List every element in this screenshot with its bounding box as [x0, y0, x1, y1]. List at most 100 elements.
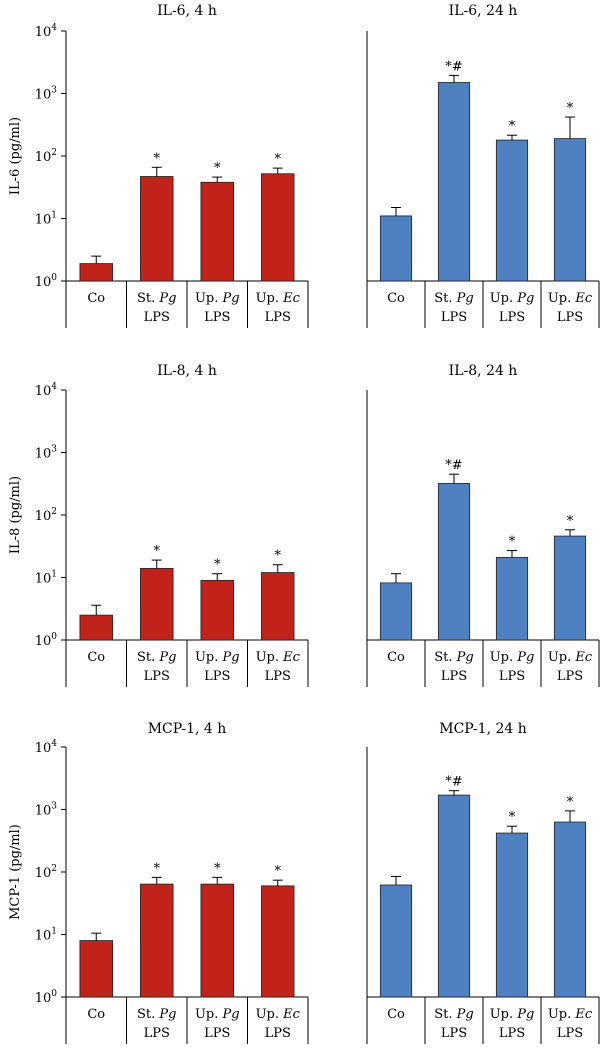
bar: [437, 483, 471, 641]
bar: [437, 82, 471, 282]
category-label: St. Pg: [434, 650, 473, 665]
bar: [495, 832, 529, 998]
y-tick-label: 104: [35, 23, 58, 40]
panel-il6-24h: IL-6, 24 h Co *# St. Pg LPS * Up. Pg LPS * Up. E…: [366, 3, 600, 328]
bar: [140, 883, 174, 998]
y-tick-label: 100: [35, 989, 58, 1006]
y-tick-label: 102: [35, 507, 57, 524]
significance-label: *: [567, 514, 574, 529]
category-label: LPS: [204, 669, 230, 684]
category-label: Up. Pg: [490, 650, 535, 665]
category-label: St. Pg: [434, 1007, 473, 1022]
category-label: LPS: [204, 310, 230, 325]
category-label: LPS: [441, 669, 467, 684]
y-axis-label: MCP-1 (pg/ml): [8, 824, 23, 920]
panel-mcp1-24h: MCP-1, 24 h Co *# St. Pg LPS * Up. Pg LPS * Up. …: [366, 721, 600, 1044]
y-tick-label: 103: [35, 445, 58, 462]
category-label: Up. Ec: [256, 1007, 301, 1022]
category-label: LPS: [441, 310, 467, 325]
category-label: Up. Pg: [195, 1007, 240, 1022]
bar: [79, 940, 113, 998]
bar: [261, 885, 295, 998]
y-tick-label: 104: [35, 382, 58, 399]
category-label: LPS: [265, 310, 291, 325]
panel-il6-4h: IL-6, 4 h IL-6 (pg/ml) 100 101 102 103 104 Co…: [8, 3, 309, 328]
category-label: Co: [387, 650, 405, 665]
bar: [200, 883, 234, 998]
bar: [140, 567, 174, 641]
significance-label: *: [509, 810, 516, 825]
category-label: LPS: [557, 669, 583, 684]
category-label: LPS: [144, 310, 170, 325]
bar: [79, 263, 113, 282]
category-label: LPS: [144, 1026, 170, 1041]
significance-label: *#: [445, 775, 462, 790]
panel-title: IL-6, 4 h: [157, 3, 217, 19]
category-label: LPS: [204, 1026, 230, 1041]
bar: [379, 215, 413, 282]
category-label: Up. Pg: [195, 291, 240, 306]
category-label: Up. Pg: [490, 291, 535, 306]
significance-label: *: [154, 544, 161, 559]
category-label: Up. Pg: [195, 650, 240, 665]
panel-il8-4h: IL-8, 4 h IL-8 (pg/ml) 100 101 102 103 104 Co…: [8, 363, 309, 687]
bar: [200, 579, 234, 641]
significance-label: *#: [445, 458, 462, 473]
y-axis-label: IL-8 (pg/ml): [8, 476, 23, 554]
y-tick-label: 100: [35, 273, 58, 290]
category-label: Co: [387, 291, 405, 306]
category-label: St. Pg: [137, 291, 176, 306]
bar: [261, 572, 295, 641]
category-label: Up. Ec: [256, 291, 301, 306]
category-label: Co: [87, 1007, 105, 1022]
y-tick-label: 102: [35, 864, 57, 881]
significance-label: *: [567, 795, 574, 810]
significance-label: *: [567, 101, 574, 116]
bar: [437, 794, 471, 998]
category-label: LPS: [557, 310, 583, 325]
panel-title: IL-8, 4 h: [157, 363, 217, 379]
y-tick-label: 100: [35, 632, 58, 649]
y-tick-label: 102: [35, 148, 57, 165]
significance-label: *: [214, 161, 221, 176]
category-label: Co: [387, 1007, 405, 1022]
bar: [140, 176, 174, 282]
bar: [379, 884, 413, 998]
significance-label: *: [214, 861, 221, 876]
category-label: LPS: [265, 669, 291, 684]
bar: [553, 138, 587, 282]
category-label: LPS: [499, 669, 525, 684]
y-axis-label: IL-6 (pg/ml): [8, 117, 23, 195]
category-label: St. Pg: [137, 1007, 176, 1022]
y-tick-label: 103: [35, 802, 58, 819]
category-label: LPS: [557, 1026, 583, 1041]
panel-title: IL-6, 24 h: [449, 3, 518, 19]
y-tick-label: 104: [35, 739, 58, 756]
category-label: St. Pg: [434, 291, 473, 306]
panel-title: MCP-1, 24 h: [439, 721, 527, 737]
y-tick-label: 101: [35, 570, 57, 587]
category-label: LPS: [499, 310, 525, 325]
bar: [200, 181, 234, 282]
significance-label: *#: [445, 59, 462, 74]
significance-label: *: [275, 864, 282, 879]
bar: [79, 614, 113, 641]
significance-label: *: [275, 549, 282, 564]
significance-label: *: [509, 535, 516, 550]
category-label: Up. Ec: [548, 291, 593, 306]
category-label: LPS: [441, 1026, 467, 1041]
panel-title: MCP-1, 4 h: [148, 721, 227, 737]
bar: [553, 821, 587, 998]
category-label: Up. Ec: [548, 650, 593, 665]
bar: [495, 556, 529, 641]
bar: [495, 139, 529, 282]
bar: [379, 582, 413, 641]
category-label: LPS: [265, 1026, 291, 1041]
category-label: Up. Ec: [256, 650, 301, 665]
significance-label: *: [509, 119, 516, 134]
category-label: St. Pg: [137, 650, 176, 665]
category-label: Co: [87, 650, 105, 665]
category-label: Up. Pg: [490, 1007, 535, 1022]
category-label: LPS: [144, 669, 170, 684]
